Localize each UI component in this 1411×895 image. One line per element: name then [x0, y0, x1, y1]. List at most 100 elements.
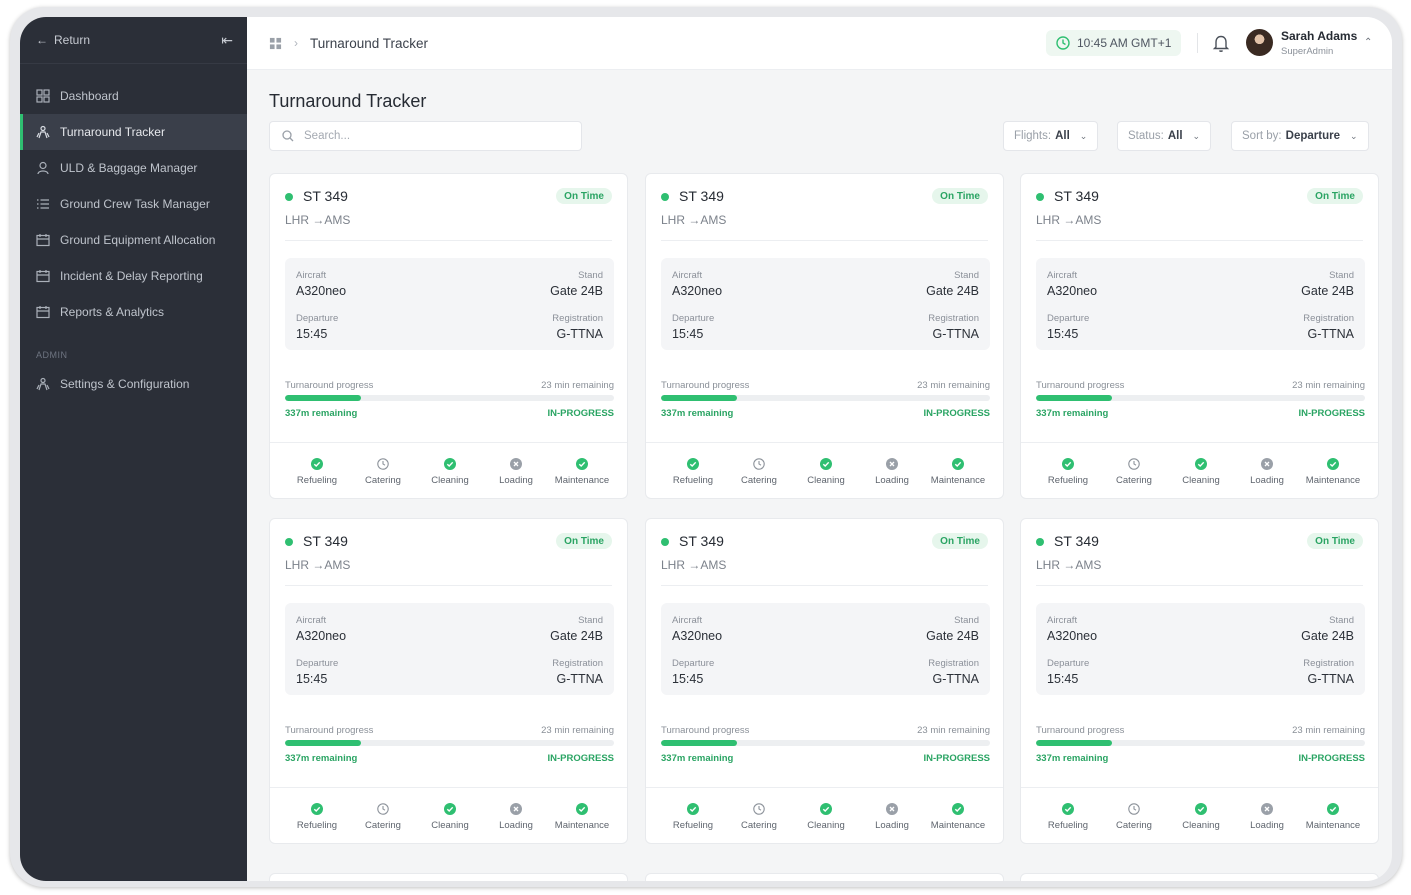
task-loading[interactable]: Loading [857, 803, 927, 831]
device-frame: ← Return ⇤ Dashboard Turnaround Tracker … [10, 7, 1402, 887]
flight-card[interactable]: ST 349 LHR →AMS On Time Aircraft A320neo… [645, 173, 1004, 499]
task-cleaning[interactable]: Cleaning [1166, 803, 1236, 831]
task-maintenance[interactable]: Maintenance [547, 803, 617, 831]
card-header: ST 349 LHR →AMS On Time [661, 533, 988, 586]
task-catering[interactable]: Catering [724, 803, 794, 831]
progress-bar [1036, 740, 1365, 746]
grid-icon[interactable] [269, 37, 282, 50]
chevron-up-icon[interactable]: ⌃ [1364, 37, 1373, 48]
sidebar-item-uld-baggage[interactable]: ULD & Baggage Manager [20, 150, 247, 186]
flight-card[interactable]: ST 349 LHR →AMS On Time Aircraft A320neo… [1020, 518, 1379, 844]
status-dot [1036, 538, 1044, 546]
task-label: Catering [1116, 475, 1152, 486]
flight-card[interactable]: ST 349 LHR →AMS On Time Aircraft A320neo… [269, 518, 628, 844]
filter-flights[interactable]: Flights: All ⌄ [1003, 121, 1099, 151]
user-menu[interactable]: Sarah Adams SuperAdmin [1281, 29, 1357, 57]
task-cleaning[interactable]: Cleaning [791, 458, 861, 486]
progress-bar [285, 395, 614, 401]
task-cleaning[interactable]: Cleaning [415, 803, 485, 831]
registration-value: G-TTNA [1307, 327, 1354, 341]
task-catering[interactable]: Catering [348, 458, 418, 486]
flight-card-partial[interactable] [645, 873, 1004, 881]
sidebar-item-dashboard[interactable]: Dashboard [20, 78, 247, 114]
return-link[interactable]: ← Return [36, 33, 90, 47]
task-refueling[interactable]: Refueling [658, 803, 728, 831]
avatar[interactable] [1246, 29, 1273, 56]
check-circle-icon [576, 803, 588, 815]
flight-card[interactable]: ST 349 LHR →AMS On Time Aircraft A320neo… [645, 518, 1004, 844]
time-remaining: 23 min remaining [917, 380, 990, 391]
check-circle-icon [1195, 458, 1207, 470]
task-catering[interactable]: Catering [348, 803, 418, 831]
flight-card-partial[interactable] [1020, 873, 1379, 881]
sidebar-item-label: Ground Crew Task Manager [60, 197, 210, 211]
task-loading[interactable]: Loading [481, 803, 551, 831]
progress-state: IN-PROGRESS [547, 753, 614, 764]
status-dot [661, 538, 669, 546]
search-input[interactable] [302, 129, 556, 143]
search-box[interactable] [269, 121, 582, 151]
stand-label: Stand [578, 270, 603, 281]
task-loading[interactable]: Loading [1232, 803, 1302, 831]
calendar-icon [36, 270, 50, 283]
task-label: Loading [1250, 475, 1284, 486]
task-catering[interactable]: Catering [724, 458, 794, 486]
task-loading[interactable]: Loading [857, 458, 927, 486]
task-refueling[interactable]: Refueling [282, 803, 352, 831]
task-refueling[interactable]: Refueling [1033, 458, 1103, 486]
aircraft-label: Aircraft [672, 270, 703, 281]
task-label: Catering [741, 475, 777, 486]
top-bar: › Turnaround Tracker 10:45 AM GMT+1 Sara… [247, 17, 1392, 70]
sidebar-item-ground-equipment[interactable]: Ground Equipment Allocation [20, 222, 247, 258]
registration-value: G-TTNA [556, 327, 603, 341]
sidebar-item-ground-crew[interactable]: Ground Crew Task Manager [20, 186, 247, 222]
flight-number: ST 349 [1054, 533, 1099, 549]
clock-icon [1056, 36, 1070, 50]
user-name: Sarah Adams [1281, 29, 1358, 43]
bell-icon[interactable] [1212, 33, 1230, 53]
task-cleaning[interactable]: Cleaning [1166, 458, 1236, 486]
breadcrumb-current: Turnaround Tracker [310, 35, 429, 51]
task-label: Catering [1116, 820, 1152, 831]
sidebar-item-label: Dashboard [60, 89, 119, 103]
sidebar-item-turnaround-tracker[interactable]: Turnaround Tracker [20, 114, 247, 150]
task-maintenance[interactable]: Maintenance [923, 458, 993, 486]
task-cleaning[interactable]: Cleaning [415, 458, 485, 486]
task-refueling[interactable]: Refueling [658, 458, 728, 486]
flight-info: Aircraft A320neo Stand Gate 24B Departur… [1036, 258, 1365, 350]
task-refueling[interactable]: Refueling [1033, 803, 1103, 831]
flight-card-partial[interactable] [269, 873, 628, 881]
task-cleaning[interactable]: Cleaning [791, 803, 861, 831]
filter-label: Flights: [1014, 130, 1052, 142]
task-loading[interactable]: Loading [481, 458, 551, 486]
task-maintenance[interactable]: Maintenance [547, 458, 617, 486]
sidebar-item-settings[interactable]: Settings & Configuration [20, 366, 247, 402]
time-remaining: 23 min remaining [1292, 380, 1365, 391]
task-loading[interactable]: Loading [1232, 458, 1302, 486]
flight-card[interactable]: ST 349 LHR →AMS On Time Aircraft A320neo… [1020, 173, 1379, 499]
task-label: Loading [875, 475, 909, 486]
filter-value: All [1167, 130, 1183, 142]
card-header: ST 349 LHR →AMS On Time [285, 533, 612, 586]
sidebar-item-incident-delay[interactable]: Incident & Delay Reporting [20, 258, 247, 294]
registration-label: Registration [552, 313, 603, 324]
collapse-sidebar-icon[interactable]: ⇤ [221, 31, 233, 48]
progress-fill [661, 395, 737, 401]
sidebar-item-reports[interactable]: Reports & Analytics [20, 294, 247, 330]
task-refueling[interactable]: Refueling [282, 458, 352, 486]
task-label: Refueling [672, 475, 714, 486]
search-icon [282, 130, 294, 142]
task-catering[interactable]: Catering [1099, 458, 1169, 486]
task-maintenance[interactable]: Maintenance [923, 803, 993, 831]
status-badge: On Time [1307, 188, 1363, 204]
filter-value: All [1055, 130, 1070, 142]
task-maintenance[interactable]: Maintenance [1298, 458, 1368, 486]
task-catering[interactable]: Catering [1099, 803, 1169, 831]
progress-label: Turnaround progress [661, 725, 750, 736]
x-circle-icon [1261, 458, 1273, 470]
filter-sort[interactable]: Sort by: Departure ⌄ [1231, 121, 1369, 151]
filter-status[interactable]: Status: All ⌄ [1117, 121, 1212, 151]
departure-value: 15:45 [1047, 327, 1079, 341]
flight-card[interactable]: ST 349 LHR →AMS On Time Aircraft A320neo… [269, 173, 628, 499]
task-maintenance[interactable]: Maintenance [1298, 803, 1368, 831]
